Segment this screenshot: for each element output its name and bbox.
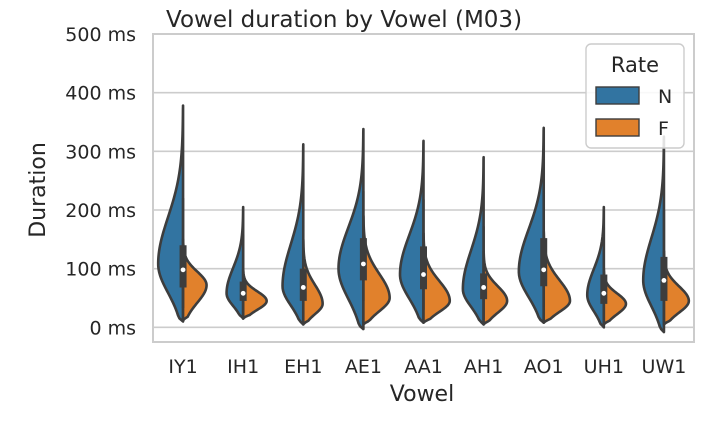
- legend: Rate N F: [585, 43, 685, 149]
- median-point-ah1: [481, 285, 487, 290]
- violin-f-ah1: [482, 249, 509, 326]
- violin-f-ao1: [542, 229, 572, 324]
- violin-n-ao1: [517, 126, 546, 324]
- y-tick-label-300: 300 ms: [65, 141, 136, 163]
- median-point-ae1: [360, 261, 366, 267]
- y-tick-label-100: 100 ms: [65, 259, 136, 281]
- chart-title: Vowel duration by Vowel (M03): [166, 7, 522, 33]
- x-tick-label-iy1: IY1: [168, 356, 197, 378]
- x-tick-label-uw1: UW1: [642, 356, 687, 378]
- x-tick-labels: IY1 IH1 EH1 AE1 AA1 AH1 AO1 UH1 UW1: [168, 356, 686, 378]
- median-point-aa1: [421, 272, 426, 277]
- y-tick-labels: 0 ms 100 ms 200 ms 300 ms 400 ms 500 ms: [65, 24, 136, 339]
- plot-frame: [152, 33, 695, 343]
- x-tick-label-ao1: AO1: [524, 356, 564, 378]
- violin-f-uw1: [662, 249, 691, 326]
- median-point-ao1: [541, 267, 547, 273]
- legend-label-n: N: [658, 86, 672, 108]
- y-tick-label-500: 500 ms: [65, 24, 136, 46]
- legend-swatch-f: [595, 118, 640, 137]
- median-point-iy1: [180, 267, 186, 273]
- y-tick-label-200: 200 ms: [65, 200, 136, 222]
- legend-title: Rate: [611, 53, 659, 77]
- x-tick-label-uh1: UH1: [584, 356, 624, 378]
- x-tick-label-ah1: AH1: [464, 356, 503, 378]
- legend-swatch-n: [595, 86, 640, 105]
- violin-f-ae1: [362, 214, 391, 326]
- x-tick-label-ih1: IH1: [227, 356, 259, 378]
- violin-n-uw1: [641, 135, 666, 334]
- violin-n-eh1: [281, 142, 305, 326]
- violins: [156, 104, 691, 334]
- violin-f-iy1: [181, 238, 208, 322]
- legend-label-f: F: [658, 118, 669, 140]
- x-axis-label: Vowel: [390, 382, 454, 407]
- y-tick-label-0: 0 ms: [89, 317, 136, 339]
- median-point-eh1: [300, 285, 306, 290]
- violin-f-aa1: [422, 232, 452, 324]
- violin-n-aa1: [398, 139, 425, 324]
- median-point-uh1: [601, 290, 607, 296]
- median-point-uw1: [661, 278, 667, 283]
- violin-n-ah1: [461, 155, 485, 326]
- violin-n-ae1: [337, 127, 365, 331]
- x-tick-label-aa1: AA1: [404, 356, 443, 378]
- x-tick-label-ae1: AE1: [345, 356, 382, 378]
- y-tick-label-400: 400 ms: [65, 83, 136, 105]
- violin-n-uh1: [585, 205, 606, 329]
- violin-f-ih1: [241, 267, 268, 320]
- violin-n-iy1: [156, 104, 185, 323]
- median-point-ih1: [240, 290, 246, 296]
- y-axis-label: Duration: [26, 142, 51, 238]
- violin-n-ih1: [225, 205, 245, 320]
- x-tick-label-eh1: EH1: [284, 356, 322, 378]
